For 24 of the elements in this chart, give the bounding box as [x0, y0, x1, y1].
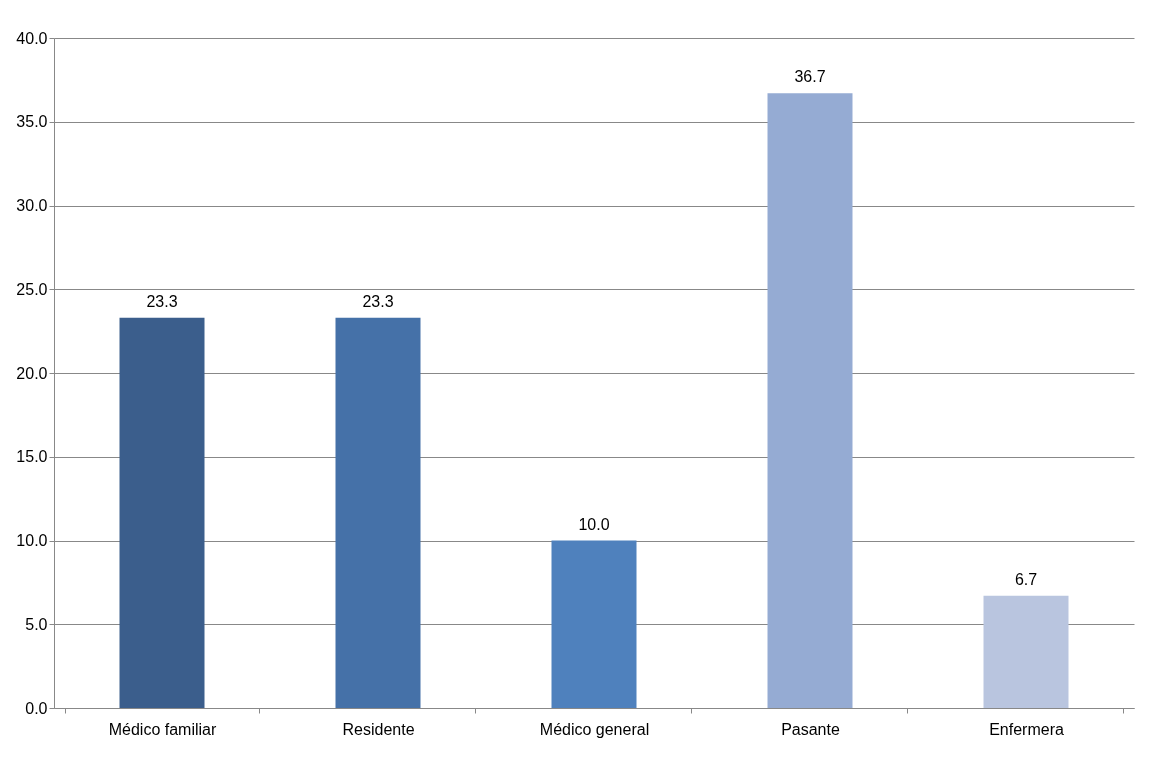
y-tick-label: 5.0	[25, 615, 48, 633]
x-tick-label: Médico familiar	[108, 720, 217, 738]
y-tick-label: 10.0	[16, 532, 48, 549]
y-tick-label: 20.0	[16, 364, 48, 382]
data-label: 23.3	[362, 292, 394, 310]
bar	[119, 317, 205, 708]
bar	[767, 93, 853, 708]
data-label: 10.0	[578, 515, 610, 533]
bar	[551, 540, 637, 708]
bar	[983, 595, 1069, 708]
x-tick-label: Enfermera	[989, 720, 1064, 738]
bar	[335, 317, 421, 708]
x-tick-label: Médico general	[539, 720, 650, 738]
y-tick-label: 40.0	[16, 29, 48, 47]
y-tick-label: 35.0	[16, 113, 48, 131]
data-label: 6.7	[1014, 570, 1038, 588]
y-tick-label: 30.0	[16, 197, 48, 214]
x-tick-label: Residente	[342, 720, 415, 738]
y-tick-label: 15.0	[16, 448, 48, 466]
data-label: 36.7	[794, 68, 826, 86]
y-tick-label: 25.0	[16, 280, 48, 298]
x-tick-label: Pasante	[781, 720, 840, 738]
y-tick-label: 0.0	[25, 699, 48, 717]
data-label: 23.3	[146, 292, 178, 310]
